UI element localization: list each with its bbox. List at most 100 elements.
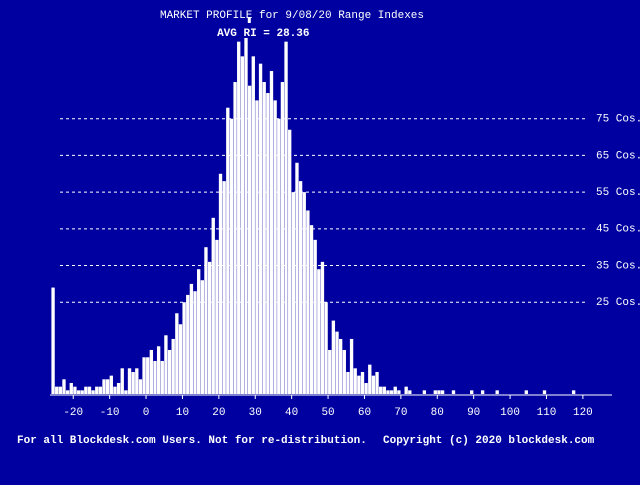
bar [73,386,77,394]
bar [422,390,427,394]
x-tick-label: 30 [249,407,262,419]
bar [218,173,223,394]
bar [226,107,230,395]
bar [258,63,263,394]
x-tick-label: 0 [143,407,150,419]
bar [251,56,255,394]
x-tick-label: 40 [285,407,298,419]
bar [160,360,164,394]
x-tick-label: 70 [394,407,407,419]
bar [146,357,150,394]
bar [222,181,226,394]
bar [269,71,274,395]
bar [371,375,376,394]
footer-right: Copyright (c) 2020 blockdesk.com [383,435,595,447]
bar [102,379,106,394]
bar [91,390,95,394]
bar [342,349,346,394]
bar [164,335,168,394]
x-tick-label: 50 [321,407,334,419]
bar [360,371,365,394]
bar [84,386,88,394]
bar [156,346,161,394]
bar [393,386,397,394]
bar [233,82,237,394]
bar [382,386,387,394]
bar [495,390,499,394]
bar [273,100,277,395]
bar [80,390,84,394]
bar [404,386,408,394]
bar [320,261,325,394]
bar [178,324,183,394]
bar [87,386,92,394]
bar [542,390,547,394]
bar [131,371,135,394]
bar [135,368,139,394]
bar [69,382,73,394]
bar [76,390,81,394]
x-tick-label: 10 [176,407,189,419]
x-tick-label: 20 [212,407,225,419]
x-tick-label: -20 [63,407,83,419]
bar [120,368,124,394]
bar [109,375,113,394]
bar [113,386,117,394]
footer-left: For all Blockdesk.com Users. Not for re-… [17,435,367,447]
bar [524,390,528,394]
bar [302,192,306,394]
bar [397,390,401,394]
y-tick-label: 65 Cos. [596,150,640,162]
bar [106,379,110,394]
bar [182,302,186,394]
bar [138,379,143,394]
bar [116,382,121,394]
bar [295,162,299,394]
avg-marker [247,17,251,23]
bar [175,313,179,394]
bar [193,291,197,394]
y-tick-label: 35 Cos. [596,260,640,272]
bar [197,269,201,394]
x-tick-label: 100 [500,407,520,419]
bar [440,390,445,394]
bar [357,375,361,394]
bar [328,349,332,394]
bar [309,225,314,394]
bar [331,320,336,394]
bar [215,239,219,394]
bar [470,390,474,394]
bar [335,331,339,394]
x-tick-label: 110 [537,407,557,419]
bar [338,338,343,394]
bar [247,85,252,394]
bar [95,386,99,394]
bar [171,338,175,394]
x-tick-label: 120 [573,407,593,419]
bar [317,269,321,394]
bar [62,379,66,394]
bar [313,239,317,394]
bar [433,390,437,394]
bar [229,118,234,394]
y-tick-label: 75 Cos. [596,114,640,126]
bar [571,390,576,394]
x-tick-label: 80 [431,407,444,419]
bar [291,192,295,394]
bar [124,390,128,394]
bar [306,210,310,394]
bar [55,386,59,394]
bar [349,338,354,394]
bar [58,386,63,394]
bar [277,118,281,394]
x-tick-label: 60 [358,407,371,419]
bar [167,349,172,394]
bar [211,217,215,394]
avg-label: AVG RI = 28.36 [217,28,309,40]
bar [375,371,379,394]
bar [368,364,372,394]
bar [149,349,154,394]
bar [437,390,441,394]
y-tick-label: 45 Cos. [596,224,640,236]
